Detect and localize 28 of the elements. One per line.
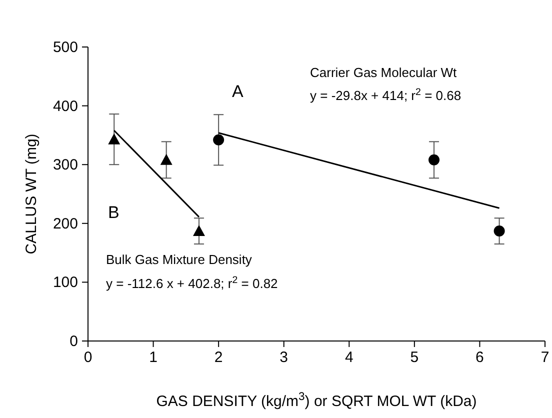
x-tick-label: 5 — [410, 349, 419, 366]
point — [428, 154, 440, 166]
y-axis-title: CALLUS WT (mg) — [23, 134, 40, 254]
point — [213, 134, 224, 146]
x-tick-label: 6 — [476, 349, 484, 366]
annotation: A — [232, 82, 244, 101]
x-tick-label: 4 — [344, 349, 354, 366]
annotation: y = -112.6 x + 402.8; r$^{2}$ = 0.82 — [106, 274, 278, 291]
annotation: Bulk Gas Mixture Density — [106, 252, 252, 267]
point — [192, 225, 205, 236]
x-tick-label: 7 — [540, 349, 550, 366]
y-tick-label: 400 — [52, 98, 78, 115]
y-tick-label: 300 — [52, 156, 78, 174]
y-tick-label: 0 — [70, 333, 78, 350]
y-tick-label: 200 — [52, 215, 78, 232]
y-tick-label: 500 — [52, 39, 78, 56]
y-tick-label: 100 — [52, 274, 78, 292]
point — [160, 154, 172, 165]
x-tick-label: 0 — [84, 349, 92, 366]
annotation: B — [108, 203, 120, 222]
annotation: Carrier Gas Molecular Wt — [310, 65, 458, 80]
point — [494, 226, 505, 237]
x-axis-title: GAS DENSITY (kg/m$^{3}$) or SQRT MOL WT (kDa) — [156, 391, 477, 410]
x-tick-label: 1 — [149, 349, 158, 366]
point — [108, 133, 120, 144]
annotation: y = -29.8x + 414; r$^{2}$ = 0.68 — [310, 86, 462, 103]
x-tick-label: 3 — [280, 349, 288, 366]
x-tick-label: 2 — [214, 349, 223, 366]
